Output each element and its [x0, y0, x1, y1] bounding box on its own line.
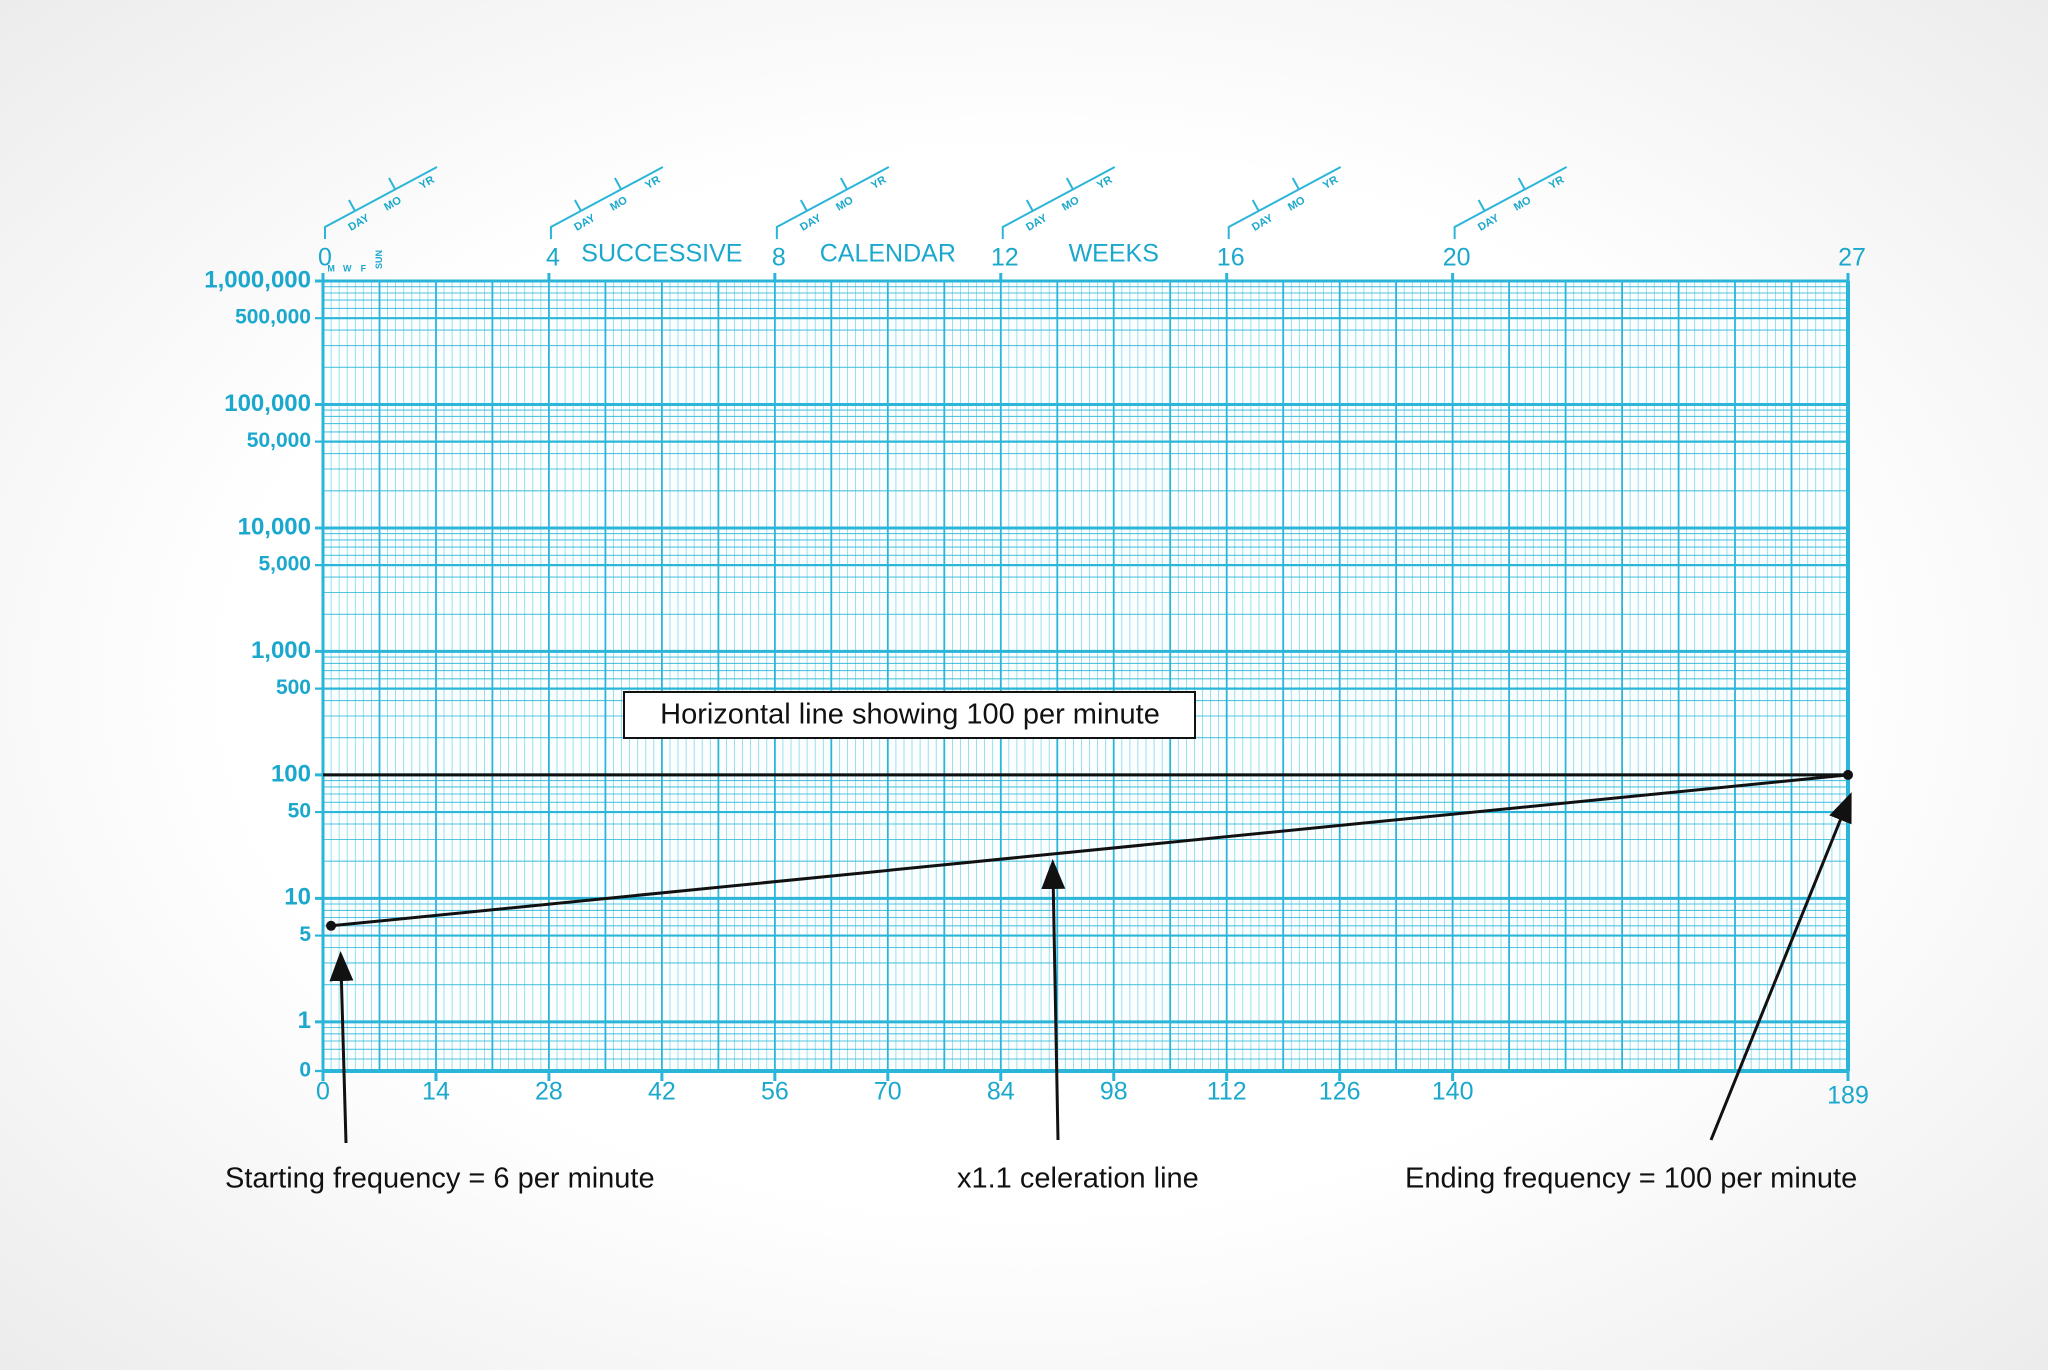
- x-tick-label: 126: [1319, 1078, 1361, 1106]
- x2-tick-label: 20: [1443, 244, 1471, 272]
- time-scale-label: MO: [1512, 194, 1534, 213]
- x-tick-label: 140: [1432, 1078, 1474, 1106]
- x-tick-label: 0: [316, 1078, 330, 1106]
- y-tick-label: 0: [299, 1059, 311, 1082]
- x2-tick-label: 27: [1838, 244, 1866, 272]
- y-tick-label: 5,000: [258, 553, 311, 576]
- time-scale-label: MO: [1060, 194, 1082, 213]
- weekday-label: W: [343, 263, 352, 273]
- time-scale-label: DAY: [798, 212, 824, 234]
- x-tick-label: 14: [422, 1078, 450, 1106]
- time-scale-label: DAY: [572, 212, 598, 234]
- arrow: [1709, 792, 1852, 1141]
- y-tick-label: 50: [288, 800, 311, 823]
- glyph-line: [324, 166, 438, 239]
- x-tick-label: 28: [535, 1078, 563, 1106]
- y-tick-label: 5: [299, 923, 311, 946]
- x2-tick-label: 12: [991, 244, 1019, 272]
- glyph-line: [1453, 166, 1568, 239]
- glyph-line: [775, 166, 890, 239]
- minor-grid: [330, 281, 1841, 1071]
- data-lines: [323, 769, 1853, 931]
- time-scale-label: DAY: [1250, 212, 1276, 234]
- annotation: Horizontal line showing 100 per minute: [660, 699, 1160, 731]
- x-tick-label: 112: [1207, 1078, 1247, 1106]
- x2-tick-label: 8: [772, 244, 786, 272]
- y-tick-label: 10: [284, 884, 311, 911]
- arrow: [329, 951, 354, 1144]
- annotation-box: [623, 691, 1196, 739]
- y-tick-label: 1,000: [251, 637, 311, 664]
- y-tick-label: 50,000: [247, 429, 311, 452]
- y-tick-label: 1: [298, 1007, 311, 1034]
- annotation: Starting frequency = 6 per minute: [225, 1163, 655, 1195]
- y-tick-label: 500,000: [235, 306, 311, 329]
- x2-tick-label: 0: [318, 244, 332, 272]
- weekday-label: F: [361, 263, 367, 273]
- time-scale-label: DAY: [1024, 212, 1050, 234]
- grid: 0 1 5 10 50 100 500 1,000 5,000 10,000 50,000 100,0…: [204, 166, 1869, 1110]
- plot-area: [323, 281, 1848, 1071]
- time-scale-label: DAY: [346, 212, 372, 234]
- x-tick-label: 98: [1100, 1078, 1128, 1106]
- time-scale-label: MO: [382, 194, 404, 213]
- time-scale-label: MO: [608, 194, 630, 213]
- x-tick-label: 84: [987, 1078, 1015, 1106]
- time-scale-label: MO: [834, 194, 856, 213]
- y-tick-label: 10,000: [238, 513, 311, 540]
- x-tick-label: 56: [761, 1078, 789, 1106]
- annotation: Ending frequency = 100 per minute: [1405, 1163, 1857, 1195]
- x-tick-label: 189: [1827, 1082, 1869, 1110]
- data-point: [326, 920, 337, 931]
- weekday-label: SUN: [374, 250, 384, 269]
- y-tick-label: 100,000: [224, 390, 311, 417]
- time-scale-label: DAY: [1476, 212, 1502, 234]
- y-tick-label: 1,000,000: [204, 266, 311, 293]
- y-tick-label: 100: [271, 760, 311, 787]
- x2-axis-label: SUCCESSIVE: [581, 240, 742, 268]
- x2-axis-label: WEEKS: [1069, 240, 1159, 268]
- x2-tick-label: 4: [546, 244, 560, 272]
- x2-axis-label: CALENDAR: [820, 240, 956, 268]
- x-tick-label: 42: [648, 1078, 676, 1106]
- glyph-line: [1227, 166, 1342, 239]
- x2-tick-label: 16: [1217, 244, 1245, 272]
- annotation: x1.1 celeration line: [957, 1163, 1199, 1195]
- glyph-line: [1001, 166, 1116, 239]
- data-point: [1843, 769, 1853, 780]
- y-tick-label: 500: [276, 676, 311, 699]
- arrow: [1041, 859, 1066, 1141]
- glyph-line: [549, 166, 664, 239]
- weekday-label: M: [327, 263, 335, 273]
- series-line: [330, 773, 1849, 928]
- time-scale-label: MO: [1286, 194, 1308, 213]
- x-tick-label: 70: [874, 1078, 902, 1106]
